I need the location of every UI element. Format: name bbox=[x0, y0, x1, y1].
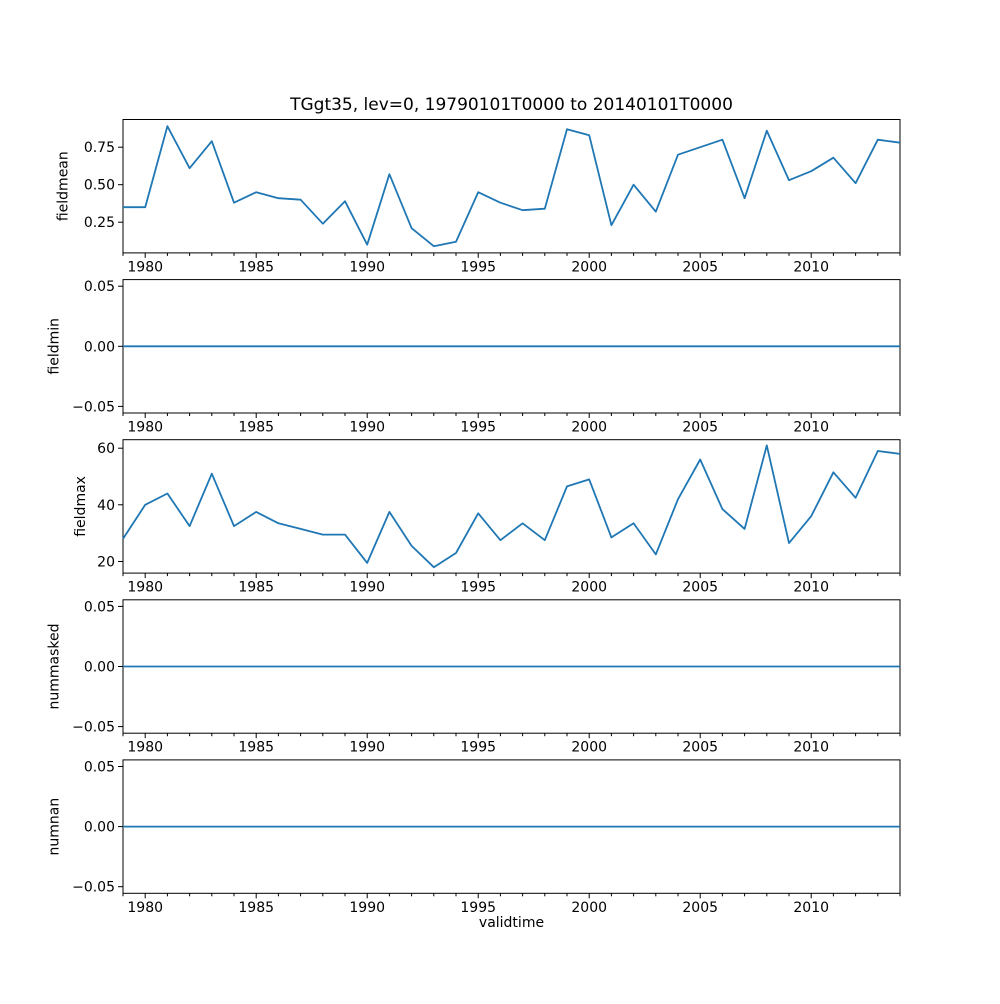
y-axis-label-fieldmean: fieldmean bbox=[55, 151, 71, 221]
x-tick-label: 1985 bbox=[238, 740, 274, 756]
y-tick-label: 0.50 bbox=[84, 178, 115, 194]
x-tick-label: 2005 bbox=[682, 740, 718, 756]
x-tick-label: 1980 bbox=[127, 740, 163, 756]
y-axis-label-numnan: numnan bbox=[47, 798, 63, 856]
y-axis-label-nummasked: nummasked bbox=[47, 623, 63, 709]
fieldmax-line bbox=[122, 444, 901, 569]
y-tick-label: 0.25 bbox=[84, 215, 115, 231]
x-tick-label: 1985 bbox=[238, 580, 274, 596]
x-tick-label: 2010 bbox=[793, 900, 829, 916]
x-tick-label: 1985 bbox=[238, 900, 274, 916]
x-tick-label: 1980 bbox=[127, 420, 163, 436]
x-tick-label: 2010 bbox=[793, 420, 829, 436]
subplot-nummasked: 1980 1985 1990 1995 2000 2005 2010 −0.05 0.00 0.0… bbox=[47, 599, 901, 756]
x-tick-label: 1990 bbox=[349, 900, 385, 916]
x-tick-label: 1985 bbox=[238, 259, 274, 275]
x-tick-label: 2010 bbox=[793, 259, 829, 275]
y-tick-label: 20 bbox=[97, 555, 115, 571]
x-tick-label: 2000 bbox=[571, 740, 607, 756]
y-tick-label: 0.05 bbox=[84, 599, 115, 615]
x-tick-label: 1990 bbox=[349, 580, 385, 596]
x-tick-label: 2000 bbox=[571, 580, 607, 596]
x-tick-label: 2005 bbox=[682, 420, 718, 436]
y-tick-label: −0.05 bbox=[72, 720, 115, 736]
y-tick-label: 0.05 bbox=[84, 760, 115, 776]
x-axis-label: validtime bbox=[479, 915, 544, 931]
y-tick-label: 0.00 bbox=[84, 820, 115, 836]
subplot-fieldmax: 1980 1985 1990 1995 2000 2005 2010 20 40 60 fieldm… bbox=[73, 439, 901, 596]
x-tick-label: 1990 bbox=[349, 740, 385, 756]
fieldmean-line bbox=[123, 125, 901, 248]
y-axis-label-fieldmax: fieldmax bbox=[73, 476, 89, 537]
x-tick-label: 1980 bbox=[127, 259, 163, 275]
x-tick-label: 1980 bbox=[127, 580, 163, 596]
x-tick-label: 1985 bbox=[238, 420, 274, 436]
y-tick-label: 0.75 bbox=[84, 140, 115, 156]
x-tick-label: 2005 bbox=[682, 580, 718, 596]
x-tick-label: 1990 bbox=[349, 420, 385, 436]
x-tick-label: 1995 bbox=[460, 420, 496, 436]
y-tick-label: 40 bbox=[97, 498, 115, 514]
y-tick-label: −0.05 bbox=[72, 880, 115, 896]
x-tick-label: 2000 bbox=[571, 900, 607, 916]
y-tick-label: 0.05 bbox=[84, 279, 115, 295]
x-tick-label: 1990 bbox=[349, 259, 385, 275]
x-tick-label: 1995 bbox=[460, 580, 496, 596]
x-tick-label: 2005 bbox=[682, 900, 718, 916]
x-tick-label: 1995 bbox=[460, 259, 496, 275]
x-tick-label: 2000 bbox=[571, 420, 607, 436]
x-tick-label: 1995 bbox=[460, 740, 496, 756]
y-tick-label: 0.00 bbox=[84, 339, 115, 355]
x-tick-label: 2010 bbox=[793, 740, 829, 756]
x-tick-label: 1980 bbox=[127, 900, 163, 916]
subplot-fieldmin: 1980 1985 1990 1995 2000 2005 2010 −0.05 0.00 0.0… bbox=[47, 279, 901, 436]
x-tick-label: 1995 bbox=[460, 900, 496, 916]
y-axis-label-fieldmin: fieldmin bbox=[47, 318, 63, 375]
axes-frame bbox=[122, 439, 901, 574]
subplot-fieldmean: 1980 1985 1990 1995 2000 2005 2010 0.25 0.50 0.75… bbox=[55, 119, 901, 275]
y-tick-label: −0.05 bbox=[72, 399, 115, 415]
x-tick-label: 2000 bbox=[571, 259, 607, 275]
x-tick-label: 2005 bbox=[682, 259, 718, 275]
figure-title: TGgt35, lev=0, 19790101T0000 to 20140101… bbox=[289, 95, 733, 115]
subplot-numnan: 1980 1985 1990 1995 2000 2005 2010 −0.05 0.00 0.0… bbox=[47, 759, 901, 916]
y-tick-label: 60 bbox=[97, 441, 115, 457]
x-tick-label: 2010 bbox=[793, 580, 829, 596]
axes-frame bbox=[122, 119, 901, 254]
y-tick-label: 0.00 bbox=[84, 660, 115, 676]
